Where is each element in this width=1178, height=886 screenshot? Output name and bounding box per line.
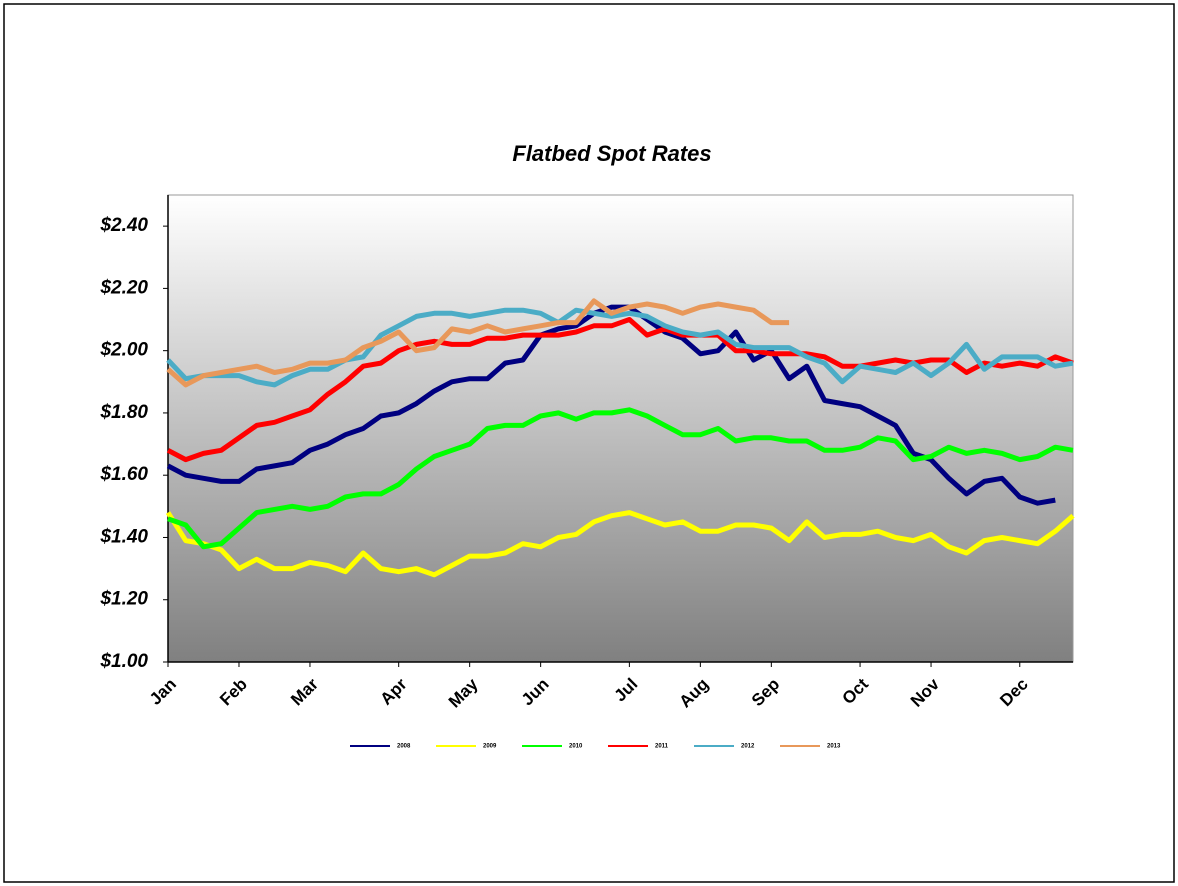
y-tick-label: $1.60 xyxy=(99,464,148,485)
series-line xyxy=(166,304,1056,506)
y-tick-label: $1.00 xyxy=(99,651,148,672)
series-line xyxy=(166,307,1074,388)
series-line xyxy=(166,317,1074,463)
y-tick-label: $2.20 xyxy=(99,277,148,298)
y-tick-label: $2.00 xyxy=(99,340,148,361)
legend-label: 2010 xyxy=(569,744,583,750)
chart-title: Flatbed Spot Rates xyxy=(512,141,711,166)
legend-label: 2011 xyxy=(655,744,669,750)
plot-area xyxy=(167,194,1074,663)
series-line xyxy=(166,298,790,388)
y-tick-label: $1.20 xyxy=(99,589,148,610)
series-line xyxy=(165,510,1075,578)
legend-label: 2009 xyxy=(483,744,497,750)
series-line xyxy=(167,407,1074,550)
y-tick-label: $1.40 xyxy=(99,526,148,547)
legend-label: 2013 xyxy=(827,744,841,750)
legend-label: 2008 xyxy=(397,744,411,750)
legend-label: 2012 xyxy=(741,744,755,750)
y-tick-label: $1.80 xyxy=(99,402,148,423)
y-tick-label: $2.40 xyxy=(99,215,148,236)
